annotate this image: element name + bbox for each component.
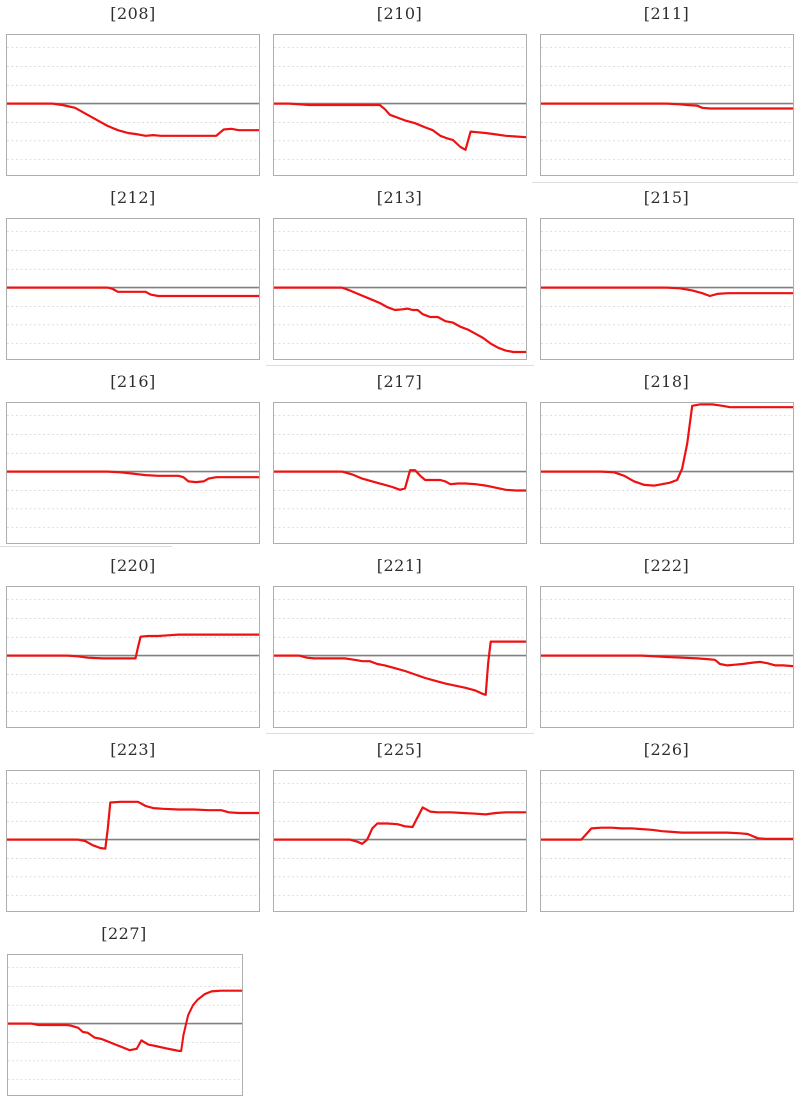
chart-title: [216] xyxy=(110,372,156,391)
series-line xyxy=(540,654,793,668)
chart-title: [212] xyxy=(110,188,156,207)
line-chart-frame xyxy=(272,34,527,176)
line-chart-svg xyxy=(273,415,526,529)
grid-divider-line xyxy=(532,182,798,183)
line-chart-svg xyxy=(540,403,793,529)
line-chart-frame xyxy=(539,770,794,912)
series-line xyxy=(8,989,242,1053)
chart-cell: [215] xyxy=(533,184,800,368)
series-line xyxy=(7,633,259,660)
line-chart-svg xyxy=(7,231,259,345)
line-chart-svg xyxy=(7,783,259,897)
line-chart-svg xyxy=(540,231,793,345)
line-chart-frame xyxy=(539,586,794,728)
series-line xyxy=(7,470,259,484)
chart-cell: [217] xyxy=(266,368,533,552)
chart-title: [221] xyxy=(376,556,423,575)
chart-title: [218] xyxy=(643,372,690,391)
series-line xyxy=(7,800,259,850)
series-line xyxy=(7,102,259,137)
line-chart-frame xyxy=(6,586,260,728)
grid-divider-line xyxy=(266,365,534,366)
grid-divider-line xyxy=(0,546,172,547)
line-chart-frame xyxy=(272,218,527,360)
line-chart-svg xyxy=(7,47,259,161)
chart-title: [220] xyxy=(110,556,156,575)
chart-cell: [226] xyxy=(533,736,800,920)
line-chart-svg xyxy=(540,783,793,897)
series-line xyxy=(273,806,526,845)
line-chart-svg xyxy=(540,599,793,713)
line-chart-svg xyxy=(273,599,526,713)
chart-title: [223] xyxy=(110,740,156,759)
series-line xyxy=(540,403,793,487)
chart-cell: [208] xyxy=(0,0,266,184)
grid-divider-line xyxy=(266,733,534,734)
chart-cell: [223] xyxy=(0,736,266,920)
line-chart-frame xyxy=(539,402,794,544)
line-chart-frame xyxy=(272,586,527,728)
series-line xyxy=(273,286,526,354)
line-chart-frame xyxy=(272,402,527,544)
chart-title: [226] xyxy=(643,740,690,759)
chart-title: [215] xyxy=(643,188,690,207)
line-chart-frame xyxy=(6,34,260,176)
series-line xyxy=(540,826,793,841)
line-chart-svg xyxy=(540,47,793,161)
series-line xyxy=(540,286,793,298)
line-chart-frame xyxy=(539,218,794,360)
line-chart-frame xyxy=(272,770,527,912)
chart-cell: [225] xyxy=(266,736,533,920)
chart-cell: [211] xyxy=(533,0,800,184)
chart-cell: [213] xyxy=(266,184,533,368)
series-line xyxy=(273,640,526,696)
chart-cell: [212] xyxy=(0,184,266,368)
line-chart-frame xyxy=(539,34,794,176)
line-chart-svg xyxy=(273,783,526,897)
chart-cell: [227] xyxy=(0,920,266,1104)
chart-title: [222] xyxy=(643,556,690,575)
line-chart-svg xyxy=(273,47,526,161)
series-line xyxy=(7,286,259,298)
chart-cell: [222] xyxy=(533,552,800,736)
line-chart-svg xyxy=(7,415,259,529)
line-chart-frame xyxy=(6,218,260,360)
chart-cell: [210] xyxy=(266,0,533,184)
series-line xyxy=(540,102,793,110)
chart-cell: [216] xyxy=(0,368,266,552)
line-chart-svg xyxy=(273,231,526,354)
chart-cell: [220] xyxy=(0,552,266,736)
series-line xyxy=(273,102,526,151)
chart-title: [227] xyxy=(101,924,147,943)
line-chart-svg xyxy=(8,967,242,1081)
chart-title: [211] xyxy=(643,4,690,23)
chart-title: [210] xyxy=(376,4,423,23)
chart-title: [208] xyxy=(110,4,156,23)
chart-title: [225] xyxy=(376,740,423,759)
chart-cell: [221] xyxy=(266,552,533,736)
line-chart-frame xyxy=(7,954,243,1096)
chart-title: [217] xyxy=(376,372,423,391)
line-chart-frame xyxy=(6,402,260,544)
line-chart-frame xyxy=(6,770,260,912)
line-chart-svg xyxy=(7,599,259,713)
chart-cell: [218] xyxy=(533,368,800,552)
series-line xyxy=(273,469,526,492)
chart-title: [213] xyxy=(376,188,423,207)
